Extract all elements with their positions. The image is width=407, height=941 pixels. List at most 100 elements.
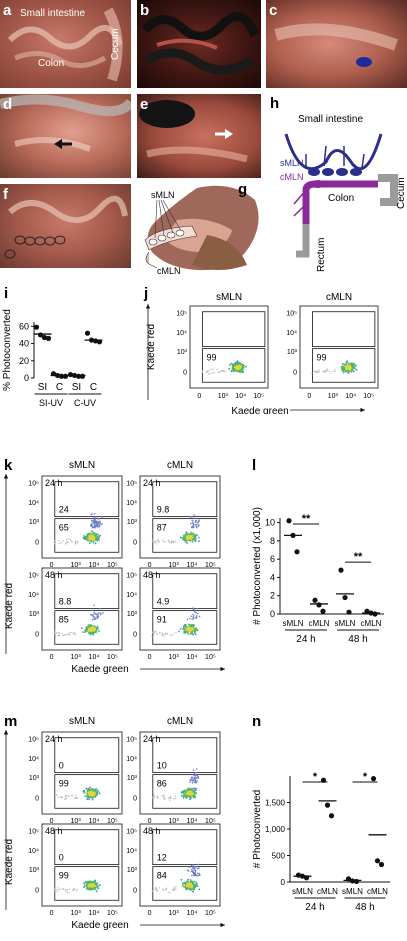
facs-y-tick: 10⁴: [126, 756, 137, 763]
facs-y-tick: 10³: [177, 349, 188, 356]
facs-event: [95, 788, 98, 791]
facs-x-tick: 10⁴: [187, 818, 198, 825]
facs-event: [76, 542, 79, 544]
facs-y-tick: 10⁴: [28, 756, 39, 763]
facs-event: [199, 874, 201, 877]
facs-event: [190, 536, 193, 539]
facs-event: [92, 631, 95, 634]
facs-event: [93, 522, 96, 525]
facs-event: [61, 796, 63, 798]
facs-event: [87, 624, 90, 626]
facs-x-tick: 10⁴: [345, 393, 356, 400]
data-point: [342, 594, 348, 601]
facs-event: [73, 631, 76, 634]
photo-c: c: [266, 0, 407, 88]
facs-event: [189, 516, 192, 518]
data-point: [62, 373, 69, 379]
facs-event: [183, 630, 186, 633]
facs-x-tick: 10³: [71, 562, 82, 569]
facs-event: [65, 890, 67, 892]
facs-event: [195, 881, 198, 884]
facs-column-title: cMLN: [167, 460, 193, 471]
gate-top: [152, 737, 218, 774]
facs-time-label: 48 h: [143, 570, 161, 580]
facs-event: [96, 890, 98, 893]
gate-bottom-percent: 99: [59, 871, 69, 881]
facs-event: [188, 887, 190, 890]
facs-x-tick: 10⁵: [363, 393, 374, 400]
facs-event: [164, 889, 167, 891]
facs-event: [196, 612, 199, 615]
facs-event: [154, 540, 156, 542]
facs-event: [182, 534, 185, 537]
gate-bottom: [202, 348, 266, 383]
facs-event: [159, 631, 161, 634]
facs-event: [179, 536, 182, 539]
facs-x-tick: 0: [148, 910, 152, 917]
data-point: [294, 549, 300, 555]
facs-y-label: Kaede red: [146, 324, 157, 370]
facs-event: [184, 535, 186, 538]
data-point: [374, 858, 381, 864]
facs-event: [95, 627, 98, 630]
facs-event: [83, 792, 86, 794]
facs-event: [232, 366, 234, 369]
facs-event: [61, 632, 64, 634]
facs-event: [91, 618, 94, 621]
facs-event: [58, 539, 60, 542]
gate-bottom-percent: 99: [59, 779, 69, 789]
facs-event: [73, 888, 76, 890]
diagram-g: sMLN cMLN g: [144, 181, 259, 275]
y-axis-label: # Photoconverted (x1,000): [252, 507, 263, 625]
facs-event: [347, 364, 350, 366]
facs-event: [194, 791, 197, 794]
facs-event: [198, 615, 201, 618]
significance-marker: *: [363, 771, 368, 783]
facs-x-tick: 10³: [71, 654, 82, 661]
facs-y-tick: 10³: [127, 867, 138, 874]
facs-event: [169, 795, 172, 798]
facs-event: [94, 796, 96, 798]
facs-event: [187, 788, 190, 791]
facs-event: [188, 539, 191, 542]
facs-event: [155, 889, 158, 891]
facs-event: [239, 371, 242, 374]
g-cmln-node: [145, 251, 150, 265]
facs-event: [96, 521, 98, 524]
facs-event: [91, 881, 94, 884]
facs-event: [189, 778, 192, 781]
facs-event: [87, 539, 90, 542]
facs-event: [182, 796, 185, 799]
facs-event: [245, 365, 248, 368]
facs-event: [175, 632, 177, 634]
facs-event: [173, 540, 175, 542]
data-point: [45, 335, 52, 341]
facs-event: [326, 368, 329, 371]
facs-event: [86, 536, 89, 539]
facs-event: [58, 634, 61, 636]
facs-y-tick: 10⁴: [28, 848, 39, 855]
facs-event: [194, 874, 197, 877]
facs-time-label: 24 h: [45, 734, 63, 744]
facs-event: [192, 867, 195, 870]
facs-x-tick: 10³: [169, 910, 180, 917]
facs-event: [91, 791, 94, 793]
facs-event: [193, 772, 196, 775]
facs-event: [193, 537, 196, 540]
facs-event: [241, 363, 243, 366]
facs-event: [189, 866, 191, 869]
facs-event: [67, 633, 69, 635]
facs-event: [64, 798, 66, 801]
facs-event: [151, 540, 154, 543]
facs-event: [195, 616, 198, 619]
facs-event: [95, 792, 98, 795]
facs-event: [235, 365, 238, 368]
facs-event: [194, 519, 197, 522]
facs-event: [92, 520, 94, 522]
facs-y-tick: 10³: [287, 349, 298, 356]
data-point: [286, 518, 292, 524]
facs-event: [192, 890, 194, 893]
facs-event: [54, 539, 56, 542]
facs-event: [96, 615, 98, 617]
panel-letter-i: i: [4, 285, 8, 302]
